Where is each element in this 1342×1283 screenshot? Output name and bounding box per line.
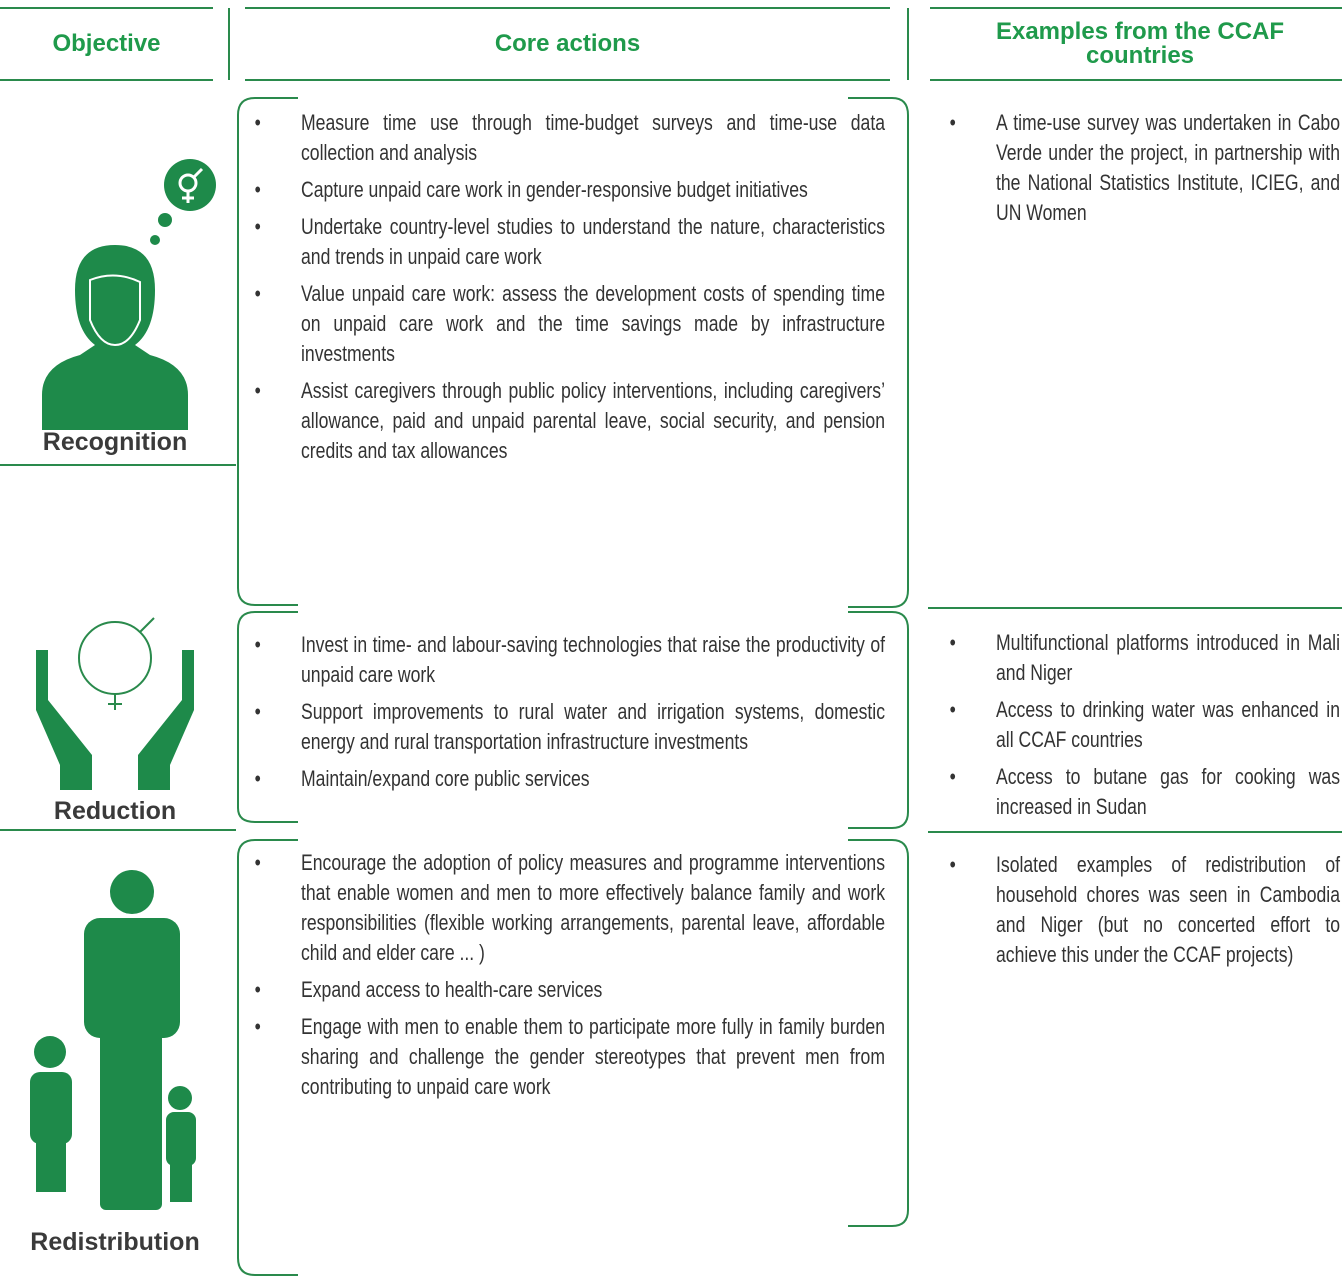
core-action: Support improvements to rural water and … [255,697,885,757]
objective-label: Recognition [42,428,188,456]
objective-label: Redistribution [30,1228,200,1256]
core-action-list: Encourage the adoption of policy measure… [245,848,885,1102]
core-action-list: Invest in time- and labour-saving techno… [245,630,885,794]
examples: A time-use survey was undertaken in Cabo… [940,108,1340,235]
core-action: Capture unpaid care work in gender-respo… [255,175,885,205]
core-action-list: Measure time use through time-budget sur… [245,108,885,466]
core-actions: Invest in time- and labour-saving techno… [245,630,885,801]
example-list: Multifunctional platforms introduced in … [940,628,1340,822]
core-actions: Measure time use through time-budget sur… [245,108,885,473]
example-list: Isolated examples of redistribution of h… [940,850,1340,970]
core-action: Undertake country-level studies to under… [255,212,885,272]
core-action: Maintain/expand core public services [255,764,885,794]
example: A time-use survey was undertaken in Cabo… [950,108,1340,228]
core-action: Invest in time- and labour-saving techno… [255,630,885,690]
example: Multifunctional platforms introduced in … [950,628,1340,688]
core-action: Encourage the adoption of policy measure… [255,848,885,968]
objective-label: Reduction [53,797,177,825]
core-action: Engage with men to enable them to partic… [255,1012,885,1102]
examples: Multifunctional platforms introduced in … [940,628,1340,829]
core-action: Assist caregivers through public policy … [255,376,885,466]
example-list: A time-use survey was undertaken in Cabo… [940,108,1340,228]
example: Access to drinking water was enhanced in… [950,695,1340,755]
header-objective: Objective [52,30,161,57]
header-core-actions: Core actions [494,30,641,57]
example: Isolated examples of redistribution of h… [950,850,1340,970]
core-action: Expand access to health-care services [255,975,885,1005]
core-action: Value unpaid care work: assess the devel… [255,279,885,369]
example: Access to butane gas for cooking was inc… [950,762,1340,822]
core-action: Measure time use through time-budget sur… [255,108,885,168]
core-actions: Encourage the adoption of policy measure… [245,848,885,1109]
header-examples: Examples from the CCAF countries [995,18,1285,69]
examples: Isolated examples of redistribution of h… [940,850,1340,977]
